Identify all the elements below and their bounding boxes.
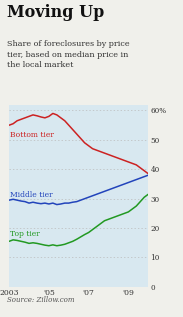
Bar [9,105,49,287]
Text: Share of foreclosures by price
tier, based on median price in
the local market: Share of foreclosures by price tier, bas… [7,40,130,69]
Bar [89,105,128,287]
Text: Moving Up: Moving Up [7,4,104,21]
Text: Bottom tier: Bottom tier [10,131,54,139]
Text: Middle tier: Middle tier [10,191,53,199]
Text: Source: Zillow.com: Source: Zillow.com [7,295,75,304]
Bar [128,105,168,287]
Bar [49,105,89,287]
Text: Top tier: Top tier [10,230,40,237]
